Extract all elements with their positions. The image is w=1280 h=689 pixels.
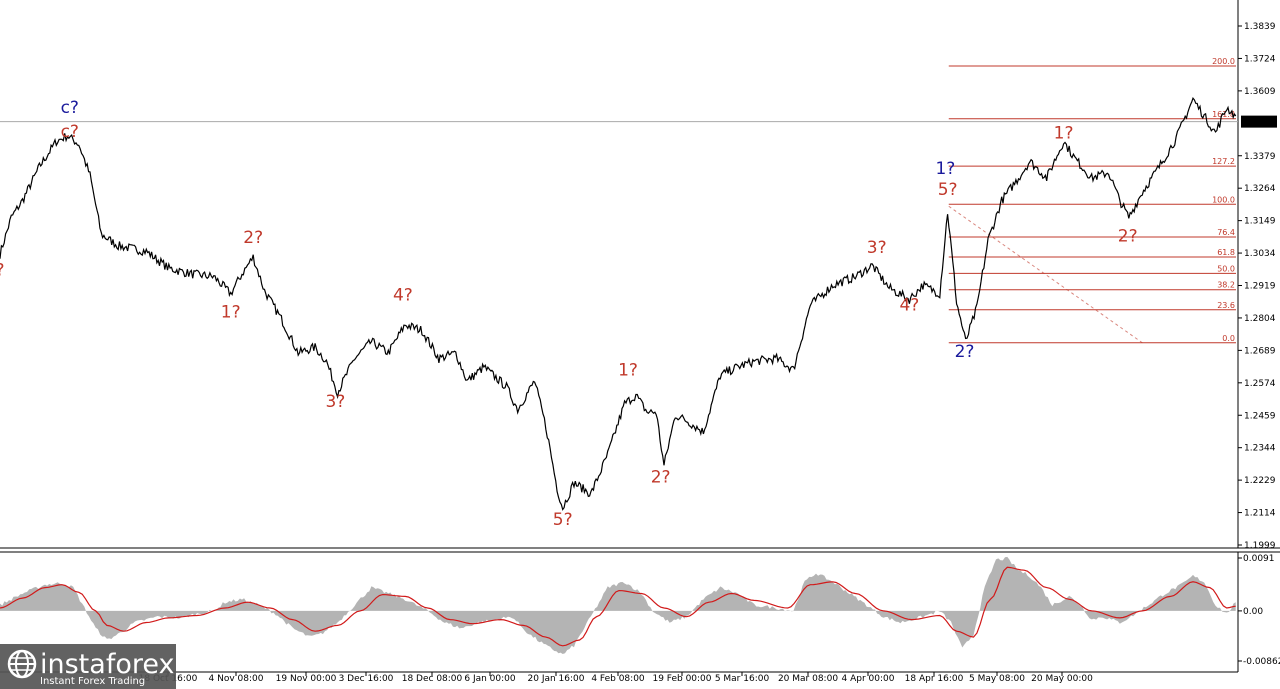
- wave-label: c?: [61, 122, 79, 142]
- x-tick-label: 20 Mar 08:00: [778, 674, 838, 684]
- x-tick-label: 4 Nov 08:00: [209, 674, 264, 684]
- y-tick-label: 1.2804: [1244, 314, 1276, 324]
- y-tick-label: 1.3149: [1244, 217, 1276, 227]
- wave-label: 1?: [1054, 124, 1074, 144]
- wave-label: 3?: [867, 238, 887, 258]
- wave-label: 2?: [651, 468, 671, 488]
- x-tick-label: 3 Dec 16:00: [339, 674, 394, 684]
- y-tick-label: -0.00862: [1243, 657, 1280, 667]
- x-tick-label: 5 May 08:00: [969, 674, 1025, 684]
- y-tick-label: 0.00: [1243, 607, 1263, 617]
- x-tick-label: 4 Feb 08:00: [591, 674, 645, 684]
- current-price-label: 1.3500: [1244, 118, 1276, 128]
- y-tick-label: 1.2229: [1244, 476, 1276, 486]
- wave-label: 4?: [899, 296, 919, 316]
- fib-level-label: 23.6: [1217, 301, 1235, 310]
- x-tick-label: 18 Dec 08:00: [402, 674, 463, 684]
- wave-label: 1?: [618, 360, 638, 380]
- main-chart-panel: 200.0161.8127.2100.076.461.850.038.223.6…: [0, 0, 1280, 551]
- fib-level-label: 38.2: [1217, 281, 1235, 290]
- fib-level-label: 61.8: [1217, 248, 1235, 257]
- price-series: [0, 96, 1237, 511]
- indicator-axis: 0.0091 0.00 -0.00862: [1238, 554, 1280, 667]
- wave-label: 5?: [938, 180, 958, 200]
- x-tick-label: 4 Apr 00:00: [842, 674, 895, 684]
- y-tick-label: 1.2574: [1244, 379, 1276, 389]
- y-tick-label: 1.2689: [1244, 346, 1276, 356]
- y-tick-label: 1.3034: [1244, 249, 1276, 259]
- fib-level-label: 200.0: [1212, 57, 1235, 66]
- globe-icon: [7, 649, 37, 679]
- x-tick-label: 18 Apr 16:00: [905, 674, 964, 684]
- wave-label: 2?: [243, 228, 263, 248]
- fib-level-label: 100.0: [1212, 195, 1235, 204]
- y-tick-label: 1.3839: [1244, 22, 1276, 32]
- current-price-badge: 1.3500: [1241, 115, 1277, 128]
- wave-label: 1?: [221, 303, 241, 323]
- fib-level-label: 127.2: [1212, 157, 1235, 166]
- wave-label: 2?: [1118, 226, 1138, 246]
- fib-level-label: 0.0: [1222, 334, 1235, 343]
- brand-logo: instaforex Instant Forex Trading: [0, 644, 176, 689]
- fib-level-label: 50.0: [1217, 264, 1235, 273]
- wave-label: 2?: [955, 342, 975, 362]
- wave-label: 3?: [325, 392, 345, 412]
- brand-name: instaforex: [40, 649, 174, 680]
- wave-label: 4?: [393, 286, 413, 306]
- y-tick-label: 1.2114: [1244, 509, 1276, 519]
- wave-label: 5?: [553, 510, 573, 530]
- fib-level-label: 76.4: [1217, 228, 1235, 237]
- x-tick-label: 5 Mar 16:00: [715, 674, 770, 684]
- macd-signal-line: [0, 566, 1236, 647]
- x-tick-label: 20 Jan 16:00: [528, 674, 585, 684]
- macd-histogram: [0, 556, 1236, 654]
- y-tick-label: 1.3724: [1244, 54, 1276, 64]
- y-tick-label: 1.2344: [1244, 444, 1276, 454]
- y-tick-label: 1.2919: [1244, 282, 1276, 292]
- x-tick-label: 19 Nov 00:00: [276, 674, 337, 684]
- x-tick-label: 19 Feb 00:00: [652, 674, 711, 684]
- brand-tagline: Instant Forex Trading: [40, 676, 145, 687]
- x-tick-label: 20 May 00:00: [1031, 674, 1093, 684]
- y-tick-label: 1.3264: [1244, 184, 1276, 194]
- y-tick-label: 1.2459: [1244, 411, 1276, 421]
- wave-labels: c?c??2?1?3?4?5?1?2?3?4?1?5?2?1?2?: [0, 98, 1138, 530]
- wave-label: 1?: [935, 159, 955, 179]
- y-tick-label: 1.1999: [1244, 541, 1276, 551]
- x-tick-label: 6 Jan 00:00: [464, 674, 516, 684]
- macd-panel: 0.0091 0.00 -0.00862: [0, 551, 1280, 672]
- wave-label: c?: [61, 98, 79, 118]
- wave-label: ?: [0, 260, 5, 280]
- y-tick-label: 0.0091: [1243, 554, 1275, 564]
- price-axis: 1.3839 1.3724 1.3609 1.3379 1.3264 1.3149 1.30…: [1238, 22, 1276, 551]
- y-tick-label: 1.3609: [1244, 87, 1276, 97]
- y-tick-label: 1.3379: [1244, 152, 1276, 162]
